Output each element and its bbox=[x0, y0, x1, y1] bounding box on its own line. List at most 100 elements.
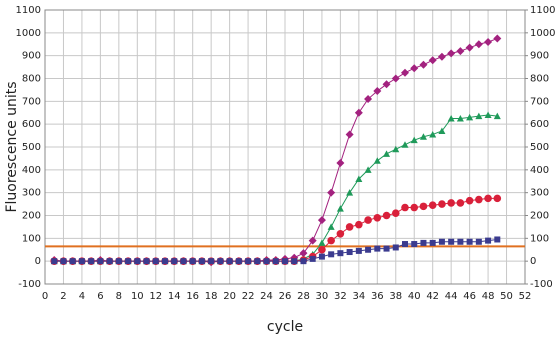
y2-tick-label: 0 bbox=[530, 256, 536, 267]
x-tick-label: 24 bbox=[260, 291, 273, 302]
point bbox=[328, 251, 335, 258]
point bbox=[217, 258, 224, 265]
point bbox=[88, 258, 95, 265]
y-tick-label: 300 bbox=[22, 188, 41, 199]
point bbox=[419, 133, 427, 140]
x-tick-label: 26 bbox=[279, 291, 292, 302]
point bbox=[466, 238, 473, 245]
point bbox=[198, 258, 205, 265]
point bbox=[373, 87, 382, 96]
point bbox=[429, 239, 436, 246]
point bbox=[438, 127, 446, 135]
x-tick-label: 22 bbox=[242, 291, 255, 302]
point bbox=[438, 238, 445, 245]
y-tick-label: 0 bbox=[35, 256, 41, 267]
point bbox=[69, 258, 76, 265]
point bbox=[245, 258, 252, 265]
point bbox=[484, 111, 492, 119]
y2-tick-label: 200 bbox=[530, 211, 549, 222]
point bbox=[318, 253, 325, 260]
point bbox=[162, 258, 168, 265]
y-tick-label: 400 bbox=[22, 165, 41, 176]
point bbox=[336, 205, 344, 212]
point bbox=[428, 201, 437, 210]
point bbox=[484, 194, 492, 203]
point bbox=[97, 258, 104, 265]
point bbox=[355, 247, 362, 254]
point bbox=[411, 241, 418, 248]
point bbox=[345, 130, 354, 139]
point bbox=[465, 43, 474, 52]
point bbox=[254, 258, 261, 265]
point bbox=[226, 258, 233, 265]
point bbox=[78, 258, 85, 265]
x-tick-label: 34 bbox=[352, 291, 365, 302]
x-tick-label: 28 bbox=[297, 291, 310, 302]
y-tick-label: 500 bbox=[22, 142, 41, 153]
point bbox=[383, 245, 390, 252]
point bbox=[419, 202, 428, 211]
x-tick-label: 2 bbox=[60, 291, 66, 302]
point bbox=[346, 189, 354, 196]
point bbox=[272, 258, 279, 265]
point bbox=[475, 195, 483, 204]
point bbox=[484, 37, 493, 46]
y2-tick-label: 800 bbox=[530, 74, 549, 85]
point bbox=[318, 245, 326, 254]
point bbox=[392, 145, 400, 153]
point bbox=[308, 236, 317, 245]
point bbox=[383, 150, 391, 157]
y-tick-label: -100 bbox=[18, 279, 41, 290]
y-tick-label: 100 bbox=[22, 233, 41, 244]
x-tick-label: 6 bbox=[97, 291, 103, 302]
point bbox=[410, 64, 419, 73]
point bbox=[493, 34, 502, 43]
y2-tick-label: 400 bbox=[530, 165, 549, 176]
point bbox=[447, 49, 456, 58]
point bbox=[364, 95, 373, 104]
point bbox=[474, 40, 483, 49]
point bbox=[374, 245, 381, 252]
x-tick-label: 14 bbox=[168, 291, 181, 302]
point bbox=[456, 114, 464, 122]
point bbox=[391, 209, 400, 218]
point bbox=[466, 113, 474, 121]
y-tick-label: 700 bbox=[22, 96, 41, 107]
point bbox=[419, 60, 428, 69]
y2-tick-label: 900 bbox=[530, 51, 549, 62]
point bbox=[437, 52, 446, 61]
point bbox=[106, 258, 113, 265]
y-tick-label: 1100 bbox=[16, 5, 41, 16]
x-tick-label: 44 bbox=[445, 291, 458, 302]
y-tick-label: 600 bbox=[22, 119, 41, 130]
point bbox=[475, 238, 482, 245]
point bbox=[410, 203, 419, 212]
point bbox=[364, 166, 372, 173]
point bbox=[365, 246, 372, 253]
point bbox=[337, 250, 344, 257]
point bbox=[263, 258, 270, 265]
point bbox=[373, 213, 382, 222]
point bbox=[346, 249, 353, 256]
point bbox=[391, 74, 400, 83]
point bbox=[456, 199, 465, 207]
point bbox=[410, 136, 418, 144]
point bbox=[327, 223, 335, 230]
point bbox=[392, 244, 399, 251]
y-tick-label: 1000 bbox=[16, 28, 41, 39]
plot-frame bbox=[44, 9, 526, 285]
x-tick-label: 16 bbox=[186, 291, 199, 302]
point bbox=[171, 258, 178, 265]
point bbox=[152, 258, 159, 265]
point bbox=[447, 114, 455, 122]
point bbox=[317, 216, 326, 225]
y-tick-label: 200 bbox=[22, 211, 41, 222]
x-tick-label: 30 bbox=[316, 291, 329, 302]
point bbox=[51, 258, 58, 265]
y-tick-label: 900 bbox=[22, 51, 41, 62]
point bbox=[336, 229, 345, 238]
point bbox=[189, 258, 196, 265]
point bbox=[327, 236, 335, 245]
point bbox=[354, 108, 363, 117]
